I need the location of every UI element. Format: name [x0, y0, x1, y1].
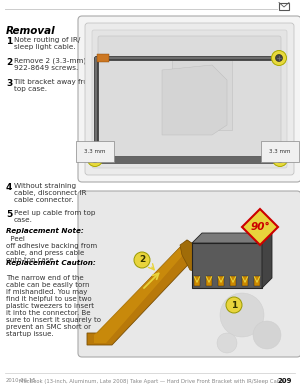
- FancyBboxPatch shape: [194, 276, 200, 286]
- Text: 3.3 mm: 3.3 mm: [84, 149, 106, 154]
- Circle shape: [253, 321, 281, 349]
- FancyBboxPatch shape: [192, 243, 262, 288]
- FancyBboxPatch shape: [242, 276, 248, 286]
- Circle shape: [92, 156, 98, 163]
- Text: 2010-06-15: 2010-06-15: [6, 379, 37, 383]
- Polygon shape: [262, 233, 272, 288]
- Polygon shape: [242, 209, 278, 245]
- FancyBboxPatch shape: [218, 276, 224, 286]
- FancyBboxPatch shape: [279, 2, 289, 9]
- Text: The narrow end of the
cable can be easily torn
if mishandled. You may
find it he: The narrow end of the cable can be easil…: [6, 268, 101, 337]
- Polygon shape: [87, 240, 202, 345]
- FancyBboxPatch shape: [97, 54, 109, 62]
- FancyBboxPatch shape: [92, 30, 287, 168]
- Text: 1: 1: [6, 37, 12, 46]
- Text: Tilt bracket away from
top case.: Tilt bracket away from top case.: [14, 79, 95, 92]
- Circle shape: [277, 156, 284, 163]
- Text: 3.3 mm: 3.3 mm: [269, 149, 291, 154]
- Text: 5: 5: [6, 210, 12, 219]
- Polygon shape: [94, 245, 190, 343]
- Text: 1: 1: [231, 300, 237, 310]
- FancyBboxPatch shape: [92, 156, 283, 163]
- Text: Note routing of IR/
sleep light cable.: Note routing of IR/ sleep light cable.: [14, 37, 80, 50]
- Text: 90°: 90°: [250, 222, 270, 232]
- Text: 3: 3: [6, 79, 12, 88]
- Text: Peel up cable from top
case.: Peel up cable from top case.: [14, 210, 95, 223]
- Polygon shape: [192, 233, 272, 243]
- Text: Replacement Note:: Replacement Note:: [6, 228, 84, 234]
- Circle shape: [220, 293, 264, 337]
- FancyBboxPatch shape: [78, 16, 300, 182]
- Text: 2: 2: [139, 256, 145, 265]
- Circle shape: [88, 151, 103, 166]
- Polygon shape: [162, 65, 227, 135]
- FancyBboxPatch shape: [206, 276, 212, 286]
- Circle shape: [275, 54, 283, 62]
- Text: 4: 4: [6, 183, 12, 192]
- Text: MacBook (13-inch, Aluminum, Late 2008) Take Apart — Hard Drive Front Bracket wit: MacBook (13-inch, Aluminum, Late 2008) T…: [19, 379, 285, 383]
- Text: 2: 2: [6, 58, 12, 67]
- Text: Remove 2 (3.3-mm)
922-8649 screws.: Remove 2 (3.3-mm) 922-8649 screws.: [14, 58, 86, 71]
- Polygon shape: [180, 240, 212, 275]
- Text: Peel
off adhesive backing from
cable, and press cable
onto top case.: Peel off adhesive backing from cable, an…: [6, 236, 97, 263]
- Text: Without straining
cable, disconnect IR
cable connector.: Without straining cable, disconnect IR c…: [14, 183, 86, 203]
- Circle shape: [272, 50, 286, 66]
- FancyBboxPatch shape: [85, 23, 294, 175]
- Circle shape: [134, 252, 150, 268]
- FancyBboxPatch shape: [254, 276, 260, 286]
- FancyBboxPatch shape: [78, 191, 300, 357]
- FancyBboxPatch shape: [230, 276, 236, 286]
- Text: 209: 209: [278, 378, 292, 384]
- Text: Removal: Removal: [6, 26, 56, 36]
- Polygon shape: [172, 60, 232, 130]
- FancyBboxPatch shape: [275, 53, 283, 63]
- Circle shape: [272, 151, 287, 166]
- Circle shape: [226, 297, 242, 313]
- FancyBboxPatch shape: [98, 36, 281, 162]
- Circle shape: [217, 333, 237, 353]
- Text: Replacement Caution:: Replacement Caution:: [6, 260, 96, 266]
